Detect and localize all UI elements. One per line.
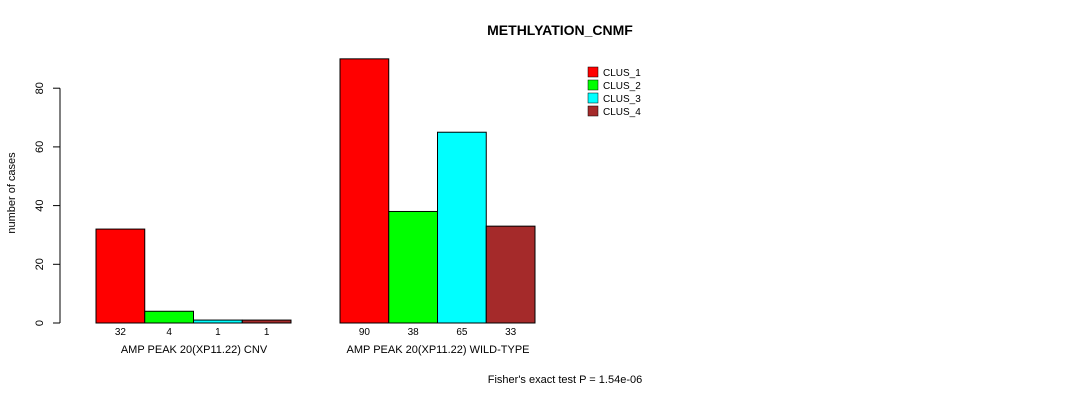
bar-count-label: 1 — [215, 327, 221, 338]
bar-clus-4-group-2 — [485, 225, 536, 324]
bar-count-label: 38 — [408, 327, 420, 338]
bar-count-label: 4 — [166, 327, 172, 338]
bar-count-label: 32 — [115, 327, 127, 338]
bar-count-label: 90 — [359, 327, 371, 338]
bar-clus-1-group-2 — [339, 58, 390, 324]
legend-swatch-clus-2 — [587, 79, 599, 91]
y-tick-label: 60 — [34, 141, 46, 153]
y-tick-label: 0 — [34, 320, 46, 326]
y-tick-label: 20 — [34, 258, 46, 270]
bar-clus-3-group-1 — [193, 319, 243, 324]
legend: CLUS_1 CLUS_2 CLUS_3 CLUS_4 — [587, 66, 641, 118]
bar-count-label: 65 — [456, 327, 468, 338]
legend-label-clus-3: CLUS_3 — [603, 94, 641, 105]
y-tick-label: 40 — [34, 199, 46, 211]
bar-count-label: 1 — [264, 327, 270, 338]
bar-clus-2-group-2 — [388, 210, 438, 324]
chart-title: METHLYATION_CNMF — [487, 22, 633, 38]
legend-swatch-clus-4 — [587, 105, 599, 117]
bars — [95, 58, 536, 324]
bar-clus-3-group-2 — [437, 131, 487, 324]
y-axis: 0 20 40 60 80 — [34, 82, 61, 326]
count-labels: 32 4 1 1 90 38 65 33 — [115, 327, 517, 338]
legend-label-clus-4: CLUS_4 — [603, 107, 641, 118]
bar-count-label: 33 — [505, 327, 517, 338]
group-label-wild-type: AMP PEAK 20(XP11.22) WILD-TYPE — [347, 344, 530, 356]
y-axis-label: number of cases — [6, 152, 18, 234]
legend-swatch-clus-3 — [587, 92, 599, 104]
legend-label-clus-1: CLUS_1 — [603, 68, 641, 79]
legend-swatch-clus-1 — [587, 66, 599, 78]
bar-clus-4-group-1 — [241, 319, 292, 324]
y-tick-label: 80 — [34, 82, 46, 94]
group-label-cnv: AMP PEAK 20(XP11.22) CNV — [121, 344, 268, 356]
bar-clus-2-group-1 — [144, 310, 194, 324]
bar-clus-1-group-1 — [95, 228, 146, 324]
legend-label-clus-2: CLUS_2 — [603, 81, 641, 92]
fisher-test-footnote: Fisher's exact test P = 1.54e-06 — [488, 374, 642, 386]
